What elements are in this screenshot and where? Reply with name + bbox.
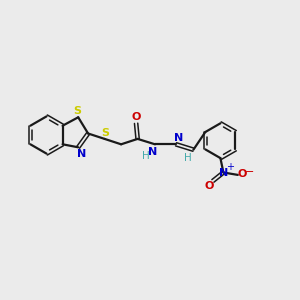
- Text: N: N: [219, 167, 228, 178]
- Text: O: O: [131, 112, 141, 122]
- Text: N: N: [148, 147, 157, 157]
- Text: N: N: [174, 133, 183, 143]
- Text: O: O: [238, 169, 247, 179]
- Text: N: N: [77, 149, 86, 159]
- Text: S: S: [101, 128, 109, 138]
- Text: S: S: [74, 106, 82, 116]
- Text: −: −: [244, 167, 254, 178]
- Text: H: H: [184, 153, 192, 163]
- Text: O: O: [205, 181, 214, 191]
- Text: +: +: [226, 161, 234, 172]
- Text: H: H: [142, 151, 149, 161]
